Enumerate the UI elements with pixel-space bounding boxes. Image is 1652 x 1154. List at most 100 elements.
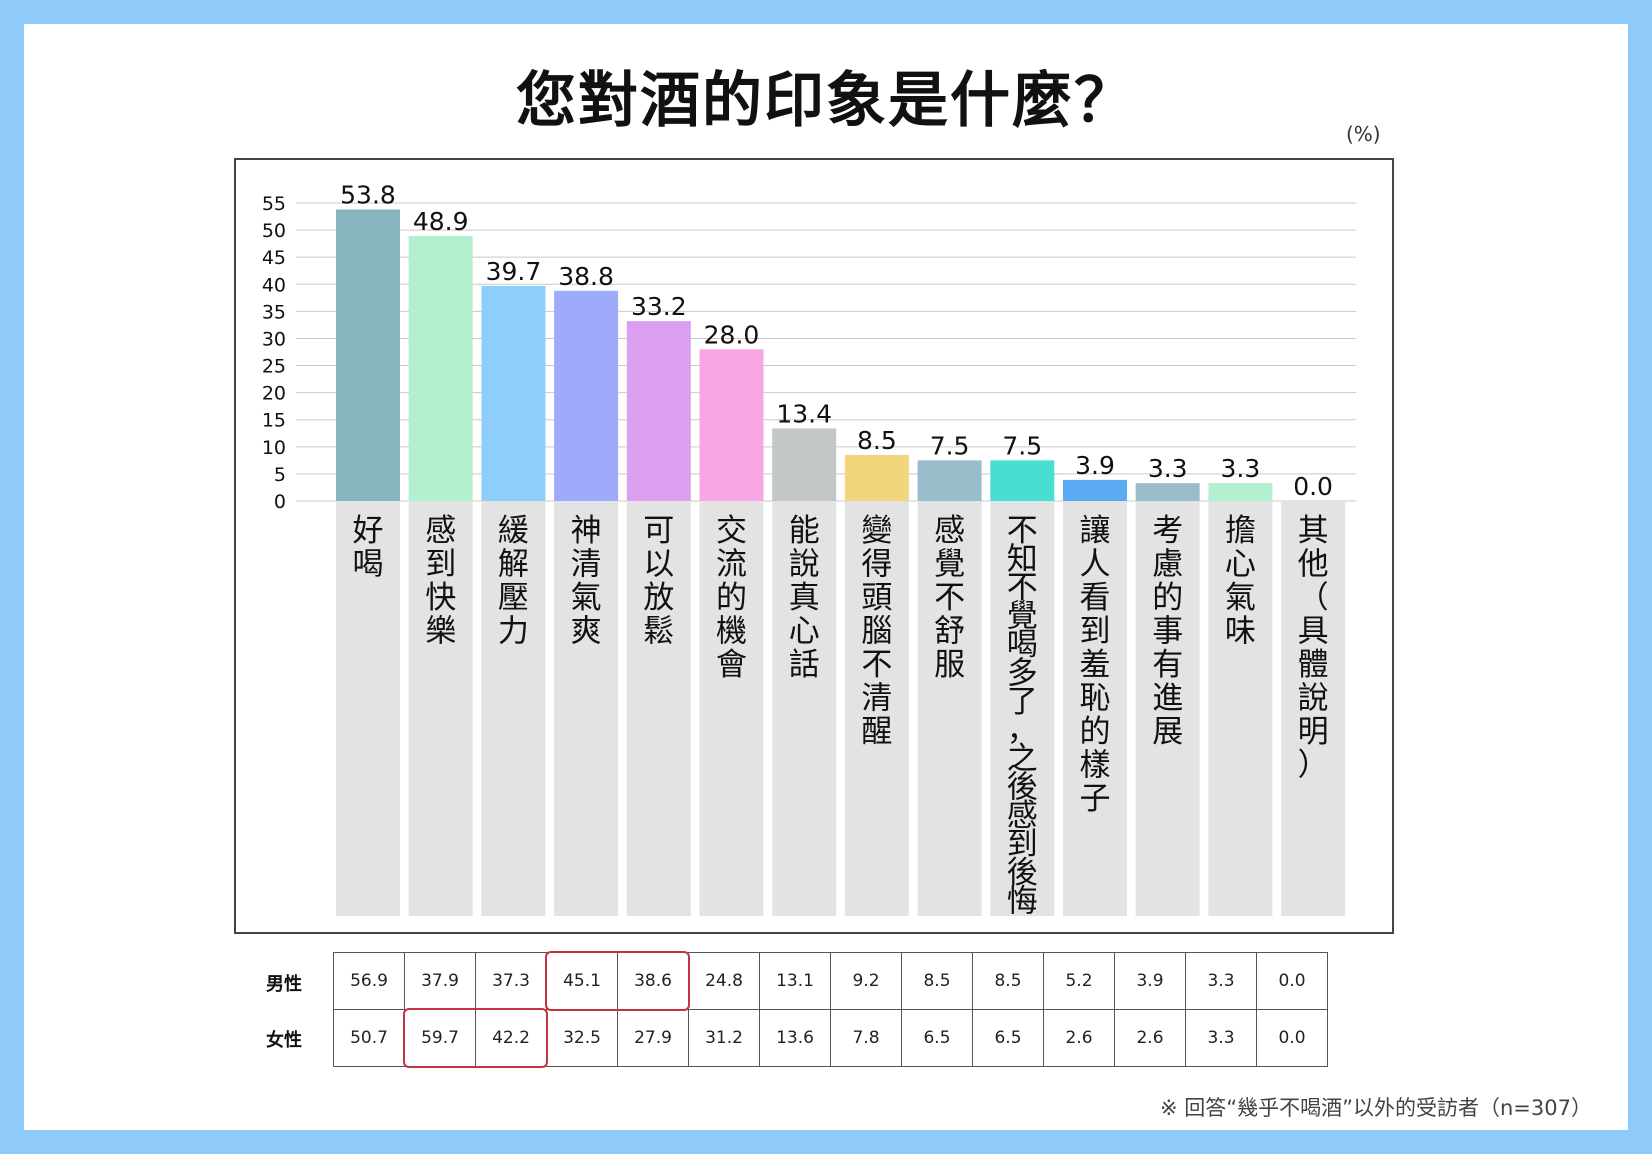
category-label-band <box>844 501 909 916</box>
bar <box>408 236 473 501</box>
table-cell: 42.2 <box>475 1009 547 1067</box>
bar-chart: 0 5 10 15 20 25 30 35 40 45 50 55 53.8 好喝 48.9 感到快樂 39.7… <box>262 181 1356 920</box>
bar-value-label: 48.9 <box>413 207 469 236</box>
table-cell: 56.9 <box>333 952 405 1010</box>
category-label: 擔心氣味 <box>1225 513 1256 650</box>
category-label: 緩解壓力 <box>498 513 529 650</box>
table-cell: 24.8 <box>688 952 760 1010</box>
category-label: 可以放鬆 <box>643 513 674 650</box>
bar <box>844 454 909 501</box>
table-cell: 3.3 <box>1185 1009 1257 1067</box>
bar-value-label: 53.8 <box>340 181 396 210</box>
category-label: 好喝 <box>353 513 384 583</box>
footnote: ※ 回答“幾乎不喝酒”以外的受訪者（n=307） <box>1159 1096 1592 1120</box>
table-cell: 3.9 <box>1114 952 1186 1010</box>
y-tick-label: 40 <box>262 274 286 296</box>
category-label: 感覺不舒服 <box>934 513 965 683</box>
category-label-band <box>917 501 982 916</box>
y-tick-label: 50 <box>262 220 286 242</box>
category-label-band <box>1281 501 1346 916</box>
bar-value-label: 3.3 <box>1148 454 1188 483</box>
category-label: 神清氣爽 <box>571 513 602 650</box>
table-cell: 0.0 <box>1256 952 1328 1010</box>
y-tick-label: 45 <box>262 247 286 269</box>
category-label-band <box>481 501 546 916</box>
y-tick-label: 55 <box>262 193 286 215</box>
table-cell: 3.3 <box>1185 952 1257 1010</box>
table-cell: 8.5 <box>972 952 1044 1010</box>
bar-value-label: 28.0 <box>704 320 760 349</box>
category-label-band <box>1208 501 1273 916</box>
table-cell: 2.6 <box>1114 1009 1186 1067</box>
table-cell: 31.2 <box>688 1009 760 1067</box>
unit-label: (%) <box>1346 122 1381 146</box>
category-label: 讓人看到羞恥的樣子 <box>1080 513 1111 817</box>
table-cell: 38.6 <box>617 952 689 1010</box>
y-tick-label: 5 <box>274 464 286 486</box>
category-label-band <box>554 501 619 916</box>
category-label: 變得頭腦不清醒 <box>861 513 892 750</box>
table-cell: 13.6 <box>759 1009 831 1067</box>
table-row: 50.7 59.7 42.2 32.5 27.9 31.2 13.6 7.8 6.5 6.5 2.6… <box>333 1009 1328 1067</box>
category-label: 其他（具體說明） <box>1298 513 1329 784</box>
y-tick-label: 30 <box>262 328 286 350</box>
category-label: 能說真心話 <box>789 513 820 683</box>
bar-value-label: 7.5 <box>930 431 970 460</box>
table-cell: 32.5 <box>546 1009 618 1067</box>
table-cell: 2.6 <box>1043 1009 1115 1067</box>
bar-value-label: 3.9 <box>1075 451 1115 480</box>
table-cell: 37.3 <box>475 952 547 1010</box>
table-row-label-male: 男性 <box>266 974 302 995</box>
bar-value-label: 39.7 <box>486 257 542 286</box>
bar-value-label: 0.0 <box>1293 472 1333 501</box>
bar-value-label: 13.4 <box>776 399 832 428</box>
table-cell: 9.2 <box>830 952 902 1010</box>
y-tick-label: 0 <box>274 491 286 513</box>
chart-title: 您對酒的印象是什麼？ <box>516 66 1136 136</box>
bar <box>917 460 982 501</box>
highlight-box <box>403 1008 548 1068</box>
bar <box>336 209 400 501</box>
bar <box>699 349 764 501</box>
gender-breakdown-table: 56.9 37.9 37.3 45.1 38.6 24.8 13.1 9.2 8.5 8.5 5.2… <box>333 952 1328 1067</box>
table-cell: 50.7 <box>333 1009 405 1067</box>
category-label-band <box>1135 501 1200 916</box>
chart-area: 0 5 10 15 20 25 30 35 40 45 50 55 53.8 好喝 48.9 感到快樂 39.7… <box>234 158 1394 934</box>
bar <box>1208 483 1273 501</box>
category-label-band <box>990 501 1055 916</box>
table-cell: 6.5 <box>972 1009 1044 1067</box>
y-tick-label: 10 <box>262 437 286 459</box>
table-cell: 0.0 <box>1256 1009 1328 1067</box>
bar <box>1135 483 1200 501</box>
table-cell: 6.5 <box>901 1009 973 1067</box>
y-tick-label: 35 <box>262 301 286 323</box>
bar <box>481 285 546 501</box>
highlight-box <box>545 951 690 1011</box>
bar <box>626 321 691 501</box>
table-row: 56.9 37.9 37.3 45.1 38.6 24.8 13.1 9.2 8.5 8.5 5.2… <box>333 952 1328 1010</box>
table-cell: 45.1 <box>546 952 618 1010</box>
category-label-band <box>626 501 691 916</box>
category-label-band <box>699 501 764 916</box>
bar <box>990 460 1055 501</box>
category-label-band <box>772 501 837 916</box>
table-cell: 5.2 <box>1043 952 1115 1010</box>
y-tick-label: 25 <box>262 356 286 378</box>
bar-value-label: 33.2 <box>631 292 687 321</box>
y-tick-label: 20 <box>262 383 286 405</box>
bar-value-label: 38.8 <box>558 262 614 291</box>
category-label: 考慮的事有進展 <box>1152 513 1183 750</box>
table-cell: 13.1 <box>759 952 831 1010</box>
bar-value-label: 8.5 <box>857 426 897 455</box>
bar <box>772 428 837 501</box>
table-cell: 7.8 <box>830 1009 902 1067</box>
category-label: 感到快樂 <box>425 513 456 650</box>
y-tick-label: 15 <box>262 410 286 432</box>
table-cell: 27.9 <box>617 1009 689 1067</box>
bar-value-label: 7.5 <box>1002 431 1042 460</box>
category-label-band <box>336 501 400 916</box>
category-label-band <box>408 501 473 916</box>
category-label-band <box>1063 501 1127 916</box>
category-label: 交流的機會 <box>716 513 747 683</box>
bar <box>554 290 619 501</box>
